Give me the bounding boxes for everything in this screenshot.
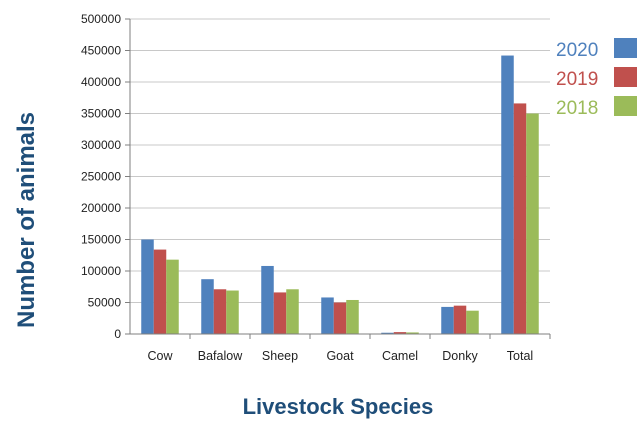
bar-2018-donky — [466, 310, 479, 334]
bar-2018-goat — [346, 299, 359, 334]
bar-2019-sheep — [273, 292, 287, 334]
x-axis-label: Livestock Species — [243, 394, 434, 419]
legend-label-2020: 2020 — [556, 40, 598, 61]
bar-2019-camel — [393, 332, 407, 334]
legend-label-2018: 2018 — [556, 98, 598, 119]
bar-2020-bafalow — [201, 279, 214, 334]
x-tick-label: Total — [507, 349, 533, 363]
y-tick-labels: 0 50000 100000 150000 200000 250000 300000 3500… — [81, 12, 130, 341]
x-tick-label: Cow — [147, 349, 173, 363]
y-tick-label: 200000 — [81, 201, 121, 215]
bar-2020-total — [501, 55, 514, 334]
y-tick-label: 150000 — [81, 233, 121, 247]
gridlines — [130, 18, 550, 303]
bar-2019-bafalow — [213, 289, 227, 334]
y-tick-label: 0 — [114, 327, 121, 341]
y-tick-label: 500000 — [81, 12, 121, 26]
legend-swatch-2020 — [614, 38, 637, 58]
bar-2018-camel — [406, 332, 419, 334]
bar-2020-camel — [381, 332, 394, 334]
legend-label-2019: 2019 — [556, 69, 598, 90]
y-tick-label: 400000 — [81, 75, 121, 89]
y-tick-label: 350000 — [81, 107, 121, 121]
bar-2018-cow — [166, 259, 179, 334]
bar-2018-sheep — [286, 289, 299, 334]
x-tick-label: Bafalow — [198, 349, 243, 363]
bars — [141, 55, 539, 334]
legend: 2020 2019 2018 — [556, 38, 637, 119]
x-tick-label: Camel — [382, 349, 418, 363]
y-tick-label: 250000 — [81, 170, 121, 184]
y-tick-label: 300000 — [81, 138, 121, 152]
bar-2020-cow — [141, 239, 154, 334]
x-tick-label: Goat — [326, 349, 354, 363]
bar-2019-cow — [153, 249, 167, 334]
bar-2018-total — [526, 113, 539, 334]
y-tick-label: 50000 — [88, 296, 122, 310]
bar-2019-goat — [333, 302, 347, 334]
bar-2020-goat — [321, 297, 334, 334]
x-tick-label: Sheep — [262, 349, 298, 363]
bar-2020-sheep — [261, 265, 274, 334]
y-axis-label: Number of animals — [13, 112, 40, 328]
bar-2019-total — [513, 103, 527, 334]
bar-2019-donky — [453, 305, 467, 334]
y-tick-label: 100000 — [81, 264, 121, 278]
y-tick-label: 450000 — [81, 44, 121, 58]
x-tick-labels: Cow Bafalow Sheep Goat Camel Donky Total — [147, 334, 551, 363]
bar-2018-bafalow — [226, 290, 239, 334]
legend-swatch-2019 — [614, 67, 637, 87]
bar-2020-donky — [441, 306, 454, 334]
x-tick-label: Donky — [442, 349, 478, 363]
legend-swatch-2018 — [614, 96, 637, 116]
